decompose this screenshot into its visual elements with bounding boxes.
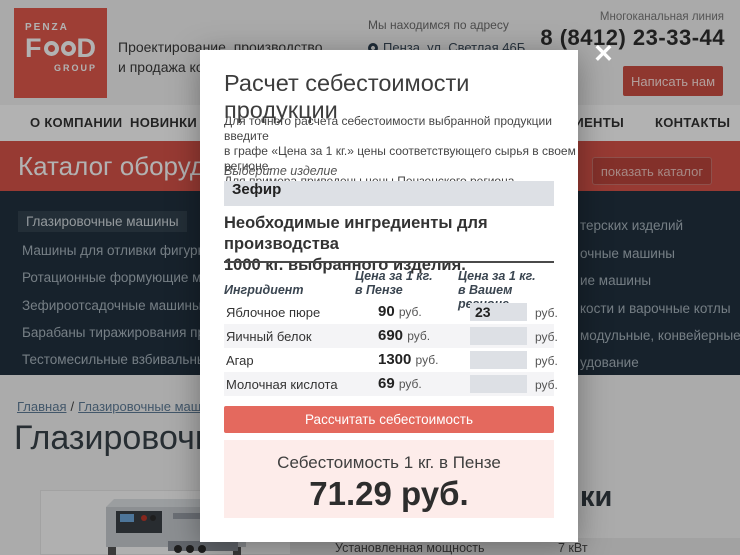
nav-item-contacts[interactable]: КОНТАКТЫ xyxy=(655,115,731,130)
ingredients-heading-line2: 1000 кг. выбранного изделия. xyxy=(224,256,466,274)
price-unit: руб. xyxy=(415,353,439,367)
cost-result-value: 71.29 руб. xyxy=(309,475,469,512)
price-unit: руб. xyxy=(407,329,431,343)
address-label: Мы находимся по адресу xyxy=(368,18,509,32)
catalog-link-drums[interactable]: Барабаны тиражирования пряников xyxy=(22,325,248,340)
catalog-link-confectionery[interactable]: терских изделий xyxy=(580,218,684,233)
section-heading-fragment: ки xyxy=(580,481,613,513)
breadcrumb-separator: / xyxy=(70,399,75,414)
cost-result-label: Себестоимость 1 кг. в Пензе xyxy=(277,453,501,472)
calculate-cost-button[interactable]: Рассчитать себестоимость xyxy=(224,406,554,433)
modal-description-line1: Для точного расчета себестоимости выбран… xyxy=(224,114,552,143)
region-price-input[interactable] xyxy=(470,351,527,369)
modal-title: Расчет себестоимости продукции xyxy=(224,70,470,123)
col-header-penza: Цена за 1 кг. в Пензе xyxy=(355,269,433,297)
logo-letter-d: D xyxy=(76,33,97,63)
catalog-link-r2[interactable]: очные машины xyxy=(580,246,675,261)
col-header-penza-line1: Цена за 1 кг. xyxy=(355,269,433,283)
penza-price: 1300 руб. xyxy=(378,351,438,368)
catalog-link-zefir[interactable]: Зефироотсадочные машины xyxy=(22,298,202,313)
nav-item-clients[interactable]: ЛИЕНТЫ xyxy=(565,115,624,130)
breadcrumb-current[interactable]: Глазировочные машины xyxy=(78,399,225,414)
catalog-link-r3[interactable]: ие машины xyxy=(580,273,652,288)
gear-icon xyxy=(60,40,76,56)
gear-icon xyxy=(43,40,59,56)
table-row: Яблочное пюре 90 руб. руб. xyxy=(224,300,558,324)
show-catalog-button[interactable]: показать каталог xyxy=(592,157,712,185)
catalog-link-chocolate[interactable]: Машины для отливки фигурного шок xyxy=(22,243,253,258)
table-header: Ингридиент Цена за 1 кг. в Пензе Цена за… xyxy=(224,269,554,311)
region-price-unit: руб. xyxy=(535,306,558,320)
catalog-link-glazing[interactable]: Глазировочные машины xyxy=(18,211,187,232)
price-unit: руб. xyxy=(398,377,422,391)
region-price-unit: руб. xyxy=(535,330,558,344)
spec-row: Установленная мощность 7 кВт xyxy=(290,538,740,555)
table-row: Агар 1300 руб. руб. xyxy=(224,348,558,372)
price-number: 1300 xyxy=(378,351,412,368)
close-icon[interactable]: ✕ xyxy=(593,40,614,68)
region-price-input[interactable] xyxy=(470,303,527,321)
phone-number: 8 (8412) 23-33-44 xyxy=(540,25,725,50)
logo-letter-f: F xyxy=(25,33,43,63)
catalog-link-kettles[interactable]: кости и варочные котлы xyxy=(580,301,731,316)
logo-text-penza: PENZA xyxy=(25,22,69,33)
region-price-input[interactable] xyxy=(470,375,527,393)
ingredients-heading: Необходимые ингредиенты для производства… xyxy=(224,213,578,276)
table-row: Молочная кислота 69 руб. руб. xyxy=(224,372,558,396)
ingredient-name: Молочная кислота xyxy=(226,377,338,392)
ingredient-name: Яичный белок xyxy=(226,329,312,344)
spec-name: Установленная мощность xyxy=(335,541,485,555)
product-select-label: Выберите изделие xyxy=(224,164,338,178)
catalog-link-kneading[interactable]: Тестомесильные взбивальные маши xyxy=(22,352,254,367)
ingredient-name: Агар xyxy=(226,353,254,368)
price-number: 69 xyxy=(378,375,395,392)
modal-description-line2: в графе «Цена за 1 кг.» цены соответству… xyxy=(224,144,576,173)
catalog-title: Каталог оборудов xyxy=(18,151,234,181)
product-select[interactable]: Зефир xyxy=(224,181,554,206)
region-price-input[interactable] xyxy=(470,327,527,345)
table-row: Яичный белок 690 руб. руб. xyxy=(224,324,558,348)
tagline-line2: и продажа конд xyxy=(118,59,220,75)
penza-price: 69 руб. xyxy=(378,375,422,392)
region-price-unit: руб. xyxy=(535,354,558,368)
catalog-link-equipment[interactable]: удование xyxy=(580,355,639,370)
ingredient-name: Яблочное пюре xyxy=(226,305,321,320)
nav-item-about[interactable]: О КОМПАНИИ xyxy=(30,115,123,130)
breadcrumb: Главная / Глазировочные машины xyxy=(17,399,225,414)
price-number: 90 xyxy=(378,303,395,320)
spec-value: 7 кВт xyxy=(558,541,588,555)
price-unit: руб. xyxy=(398,305,422,319)
table-divider xyxy=(224,261,554,263)
col-header-ingredient: Ингридиент xyxy=(224,283,304,297)
ingredients-heading-line1: Необходимые ингредиенты для производства xyxy=(224,214,488,253)
ingredients-table: Яблочное пюре 90 руб. руб. Яичный белок … xyxy=(224,300,558,396)
penza-price: 90 руб. xyxy=(378,303,422,320)
catalog-link-conveyor[interactable]: модульные, конвейерные xyxy=(580,328,740,343)
cost-result-box: Себестоимость 1 кг. в Пензе 71.29 руб. xyxy=(224,440,554,518)
price-number: 690 xyxy=(378,327,404,344)
region-price-unit: руб. xyxy=(535,378,558,392)
penza-price: 690 руб. xyxy=(378,327,430,344)
write-us-button[interactable]: Написать нам xyxy=(623,66,723,96)
cost-calculator-modal: Расчет себестоимости продукции Для точно… xyxy=(200,50,578,542)
catalog-link-rotary[interactable]: Ротационные формующие машины xyxy=(22,270,245,285)
col-header-region-line1: Цена за 1 кг. xyxy=(458,269,536,283)
phone-label: Многоканальная линия xyxy=(599,11,724,23)
breadcrumb-home[interactable]: Главная xyxy=(17,399,67,414)
col-header-penza-line2: в Пензе xyxy=(355,283,403,297)
logo-text-group: GROUP xyxy=(53,63,97,73)
